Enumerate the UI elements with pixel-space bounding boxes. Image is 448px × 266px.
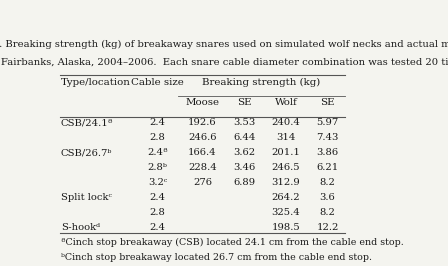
Text: 240.4: 240.4 (271, 118, 300, 127)
Text: SE: SE (237, 98, 251, 107)
Text: 3.46: 3.46 (233, 163, 255, 172)
Text: Breaking strength (kg): Breaking strength (kg) (202, 78, 321, 87)
Text: 2.4: 2.4 (149, 118, 165, 127)
Text: 201.1: 201.1 (271, 148, 300, 157)
Text: 246.5: 246.5 (271, 163, 300, 172)
Text: 2.4: 2.4 (149, 223, 165, 232)
Text: Cable size: Cable size (131, 78, 184, 87)
Text: CSB/24.1ª: CSB/24.1ª (61, 118, 113, 127)
Text: 6.21: 6.21 (316, 163, 339, 172)
Text: Moose: Moose (185, 98, 220, 107)
Text: 325.4: 325.4 (271, 208, 300, 217)
Text: 3.86: 3.86 (316, 148, 339, 157)
Text: 12.2: 12.2 (316, 223, 339, 232)
Text: CSB/26.7ᵇ: CSB/26.7ᵇ (61, 148, 112, 157)
Text: 276: 276 (193, 178, 212, 187)
Text: ᵇCinch stop breakaway located 26.7 cm from the cable end stop.: ᵇCinch stop breakaway located 26.7 cm fr… (61, 253, 372, 262)
Text: S-hookᵈ: S-hookᵈ (61, 223, 100, 232)
Text: 8.2: 8.2 (319, 178, 336, 187)
Text: 2.8: 2.8 (150, 133, 165, 142)
Text: 6.44: 6.44 (233, 133, 255, 142)
Text: SE: SE (320, 98, 335, 107)
Text: 2.4ª: 2.4ª (147, 148, 168, 157)
Text: 7.43: 7.43 (316, 133, 339, 142)
Text: 264.2: 264.2 (271, 193, 300, 202)
Text: Type/location: Type/location (61, 78, 131, 87)
Text: 3.2ᶜ: 3.2ᶜ (148, 178, 167, 187)
Text: Split lockᶜ: Split lockᶜ (61, 193, 112, 202)
Text: 192.6: 192.6 (188, 118, 217, 127)
Text: 6.89: 6.89 (233, 178, 255, 187)
Text: 5.97: 5.97 (316, 118, 339, 127)
Text: 198.5: 198.5 (271, 223, 300, 232)
Text: 314: 314 (276, 133, 296, 142)
Text: 3.62: 3.62 (233, 148, 255, 157)
Text: 2.8ᵇ: 2.8ᵇ (147, 163, 167, 172)
Text: 2.4: 2.4 (149, 193, 165, 202)
Text: 3.53: 3.53 (233, 118, 255, 127)
Text: Table 4. Breaking strength (kg) of breakaway snares used on simulated wolf necks: Table 4. Breaking strength (kg) of break… (0, 40, 448, 49)
Text: 312.9: 312.9 (271, 178, 300, 187)
Text: 246.6: 246.6 (188, 133, 217, 142)
Text: 228.4: 228.4 (188, 163, 217, 172)
Text: 2.8: 2.8 (150, 208, 165, 217)
Text: 8.2: 8.2 (319, 208, 336, 217)
Text: 3.6: 3.6 (319, 193, 336, 202)
Text: Wolf: Wolf (275, 98, 297, 107)
Text: in Fairbanks, Alaska, 2004–2006.  Each snare cable diameter combination was test: in Fairbanks, Alaska, 2004–2006. Each sn… (0, 58, 448, 67)
Text: 166.4: 166.4 (188, 148, 217, 157)
Text: ªCinch stop breakaway (CSB) located 24.1 cm from the cable end stop.: ªCinch stop breakaway (CSB) located 24.1… (61, 238, 404, 247)
